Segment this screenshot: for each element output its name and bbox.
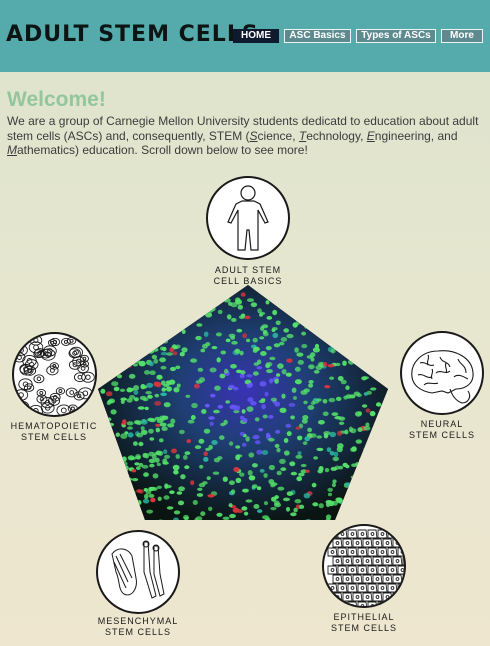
hematopoietic-label[interactable]: HEMATOPOIETIC STEM CELLS	[10, 421, 98, 442]
mesenchymal-label[interactable]: MESENCHYMAL STEM CELLS	[97, 616, 179, 637]
nav-asc-basics[interactable]: ASC Basics	[284, 29, 351, 43]
intro-paragraph: We are a group of Carnegie Mellon Univer…	[7, 114, 479, 157]
basics-label[interactable]: ADULT STEM CELL BASICS	[213, 265, 283, 286]
neural-circle[interactable]	[400, 331, 484, 415]
mesenchymal-circle[interactable]	[96, 530, 180, 614]
epithelial-label[interactable]: EPITHELIAL STEM CELLS	[330, 612, 398, 633]
neural-label[interactable]: NEURAL STEM CELLS	[408, 419, 476, 440]
site-header: ADULT STEM CELLS HOME ASC Basics Types o…	[0, 0, 490, 72]
bone-muscle-icon	[111, 540, 165, 599]
basics-circle[interactable]	[206, 176, 290, 260]
site-title[interactable]: ADULT STEM CELLS	[6, 22, 259, 47]
hematopoietic-circle[interactable]	[12, 332, 97, 417]
human-figure-icon	[227, 185, 269, 251]
welcome-heading: Welcome!	[7, 88, 106, 111]
nav-home[interactable]: HOME	[233, 29, 279, 43]
epithelial-tissue-icon	[327, 529, 404, 606]
nav-types-of-ascs[interactable]: Types of ASCs	[356, 29, 436, 43]
epithelial-circle[interactable]	[322, 524, 406, 608]
brain-icon	[411, 350, 474, 404]
blood-cells-icon	[14, 334, 95, 415]
nav-more[interactable]: More	[441, 29, 483, 43]
